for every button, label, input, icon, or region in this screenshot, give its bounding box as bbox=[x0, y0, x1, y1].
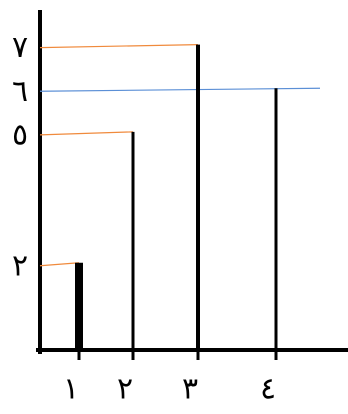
x-tick-label: ٢ bbox=[117, 372, 133, 407]
bar bbox=[274, 88, 278, 350]
x-tick-label: ٣ bbox=[182, 372, 198, 407]
y-tick-label: ٦ bbox=[12, 74, 28, 109]
grid-line bbox=[39, 87, 321, 92]
y-tick-label: ٢ bbox=[12, 248, 28, 283]
bar bbox=[75, 262, 83, 350]
bar bbox=[131, 131, 135, 350]
grid-line bbox=[39, 262, 80, 267]
grid-line bbox=[39, 131, 134, 136]
y-tick-label: ٧ bbox=[12, 30, 28, 65]
x-tick-label: ٤ bbox=[260, 372, 276, 407]
bar bbox=[196, 44, 200, 350]
grid-line bbox=[39, 44, 199, 49]
x-tick-label: ١ bbox=[63, 372, 79, 407]
y-tick-label: ٥ bbox=[12, 117, 28, 152]
